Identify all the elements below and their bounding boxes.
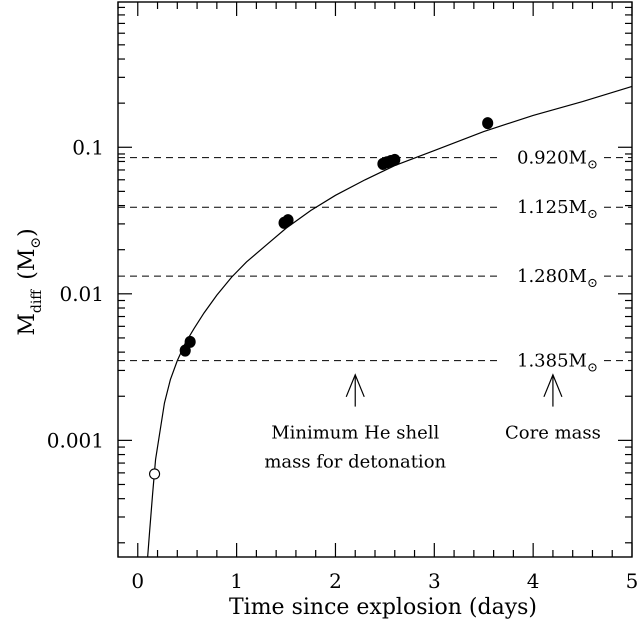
y-tick-label: 0.1 <box>72 135 104 159</box>
reference-line-value: 0.920M <box>517 148 587 169</box>
filled-data-point <box>282 214 294 227</box>
y-axis-label: Mdiff (M⊙) <box>15 228 45 335</box>
annotation-text: Core mass <box>505 423 601 444</box>
y-tick-label: 0.001 <box>47 428 104 452</box>
reference-line-label: 1.385M⊙ <box>517 351 598 376</box>
annotation-text: Minimum He shell <box>271 423 439 444</box>
reference-line-label: 1.125M⊙ <box>517 197 598 222</box>
y-axis-label-unit: (M <box>15 249 40 280</box>
solar-mass-symbol: ⊙ <box>587 276 598 291</box>
y-axis-label-unit-symbol: ⊙ <box>28 237 44 249</box>
filled-data-point <box>179 344 191 357</box>
x-tick-label: 3 <box>428 569 441 593</box>
annotation-text: mass for detonation <box>264 452 446 473</box>
annotation-arrow-head <box>543 373 563 398</box>
filled-data-point <box>482 117 494 130</box>
y-ticks <box>118 6 632 544</box>
y-tick-label: 0.01 <box>59 282 104 306</box>
open-data-point <box>149 468 161 480</box>
solar-mass-symbol: ⊙ <box>587 361 598 376</box>
x-tick-labels: 0 1 2 3 4 5 <box>131 569 638 593</box>
reference-line-label: 0.920M⊙ <box>517 148 598 173</box>
x-axis-label: Time since explosion (days) <box>229 595 537 620</box>
x-tick-label: 5 <box>626 569 639 593</box>
y-axis-label-subscript: diff <box>29 289 45 313</box>
reference-line-label: 1.280M⊙ <box>517 266 598 291</box>
model-curve <box>147 85 633 558</box>
reference-line-value: 1.125M <box>517 197 587 218</box>
filled-data-point <box>389 153 401 166</box>
x-ticks <box>117 2 633 557</box>
y-tick-labels: 0.001 0.01 0.1 <box>47 135 104 452</box>
filled-data-point <box>184 335 196 348</box>
x-tick-label: 2 <box>329 569 342 593</box>
x-tick-label: 0 <box>131 569 144 593</box>
model-curve-line <box>147 85 633 558</box>
reference-line-value: 1.385M <box>517 351 587 372</box>
x-tick-label: 1 <box>230 569 243 593</box>
data-points <box>149 117 494 480</box>
annotations: Minimum He shell mass for detonation Core … <box>264 373 601 473</box>
horizontal-reference-lines: 0.920M⊙1.125M⊙1.280M⊙1.385M⊙ <box>118 148 632 376</box>
solar-mass-symbol: ⊙ <box>587 207 598 222</box>
y-axis-label-unit-close: ) <box>15 228 40 237</box>
y-axis-label-main: M <box>15 313 40 336</box>
solar-mass-symbol: ⊙ <box>587 158 598 173</box>
reference-line-value: 1.280M <box>517 266 587 287</box>
annotation-arrow-head <box>345 373 365 398</box>
x-tick-label: 4 <box>527 569 540 593</box>
